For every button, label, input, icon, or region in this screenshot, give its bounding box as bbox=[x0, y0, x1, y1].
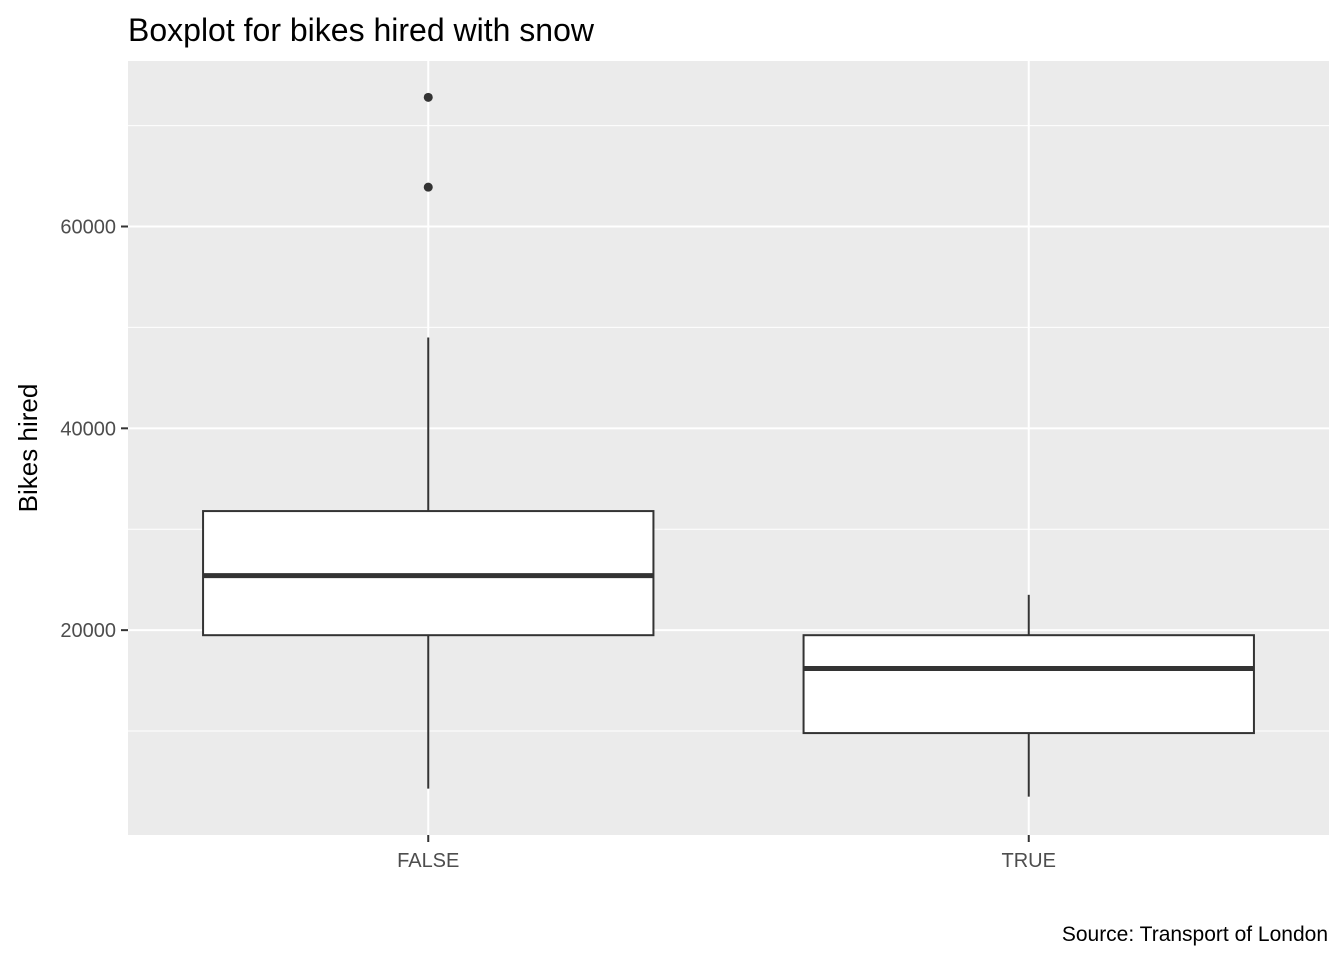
chart-title: Boxplot for bikes hired with snow bbox=[128, 12, 595, 48]
box-false bbox=[202, 92, 655, 789]
y-axis-label: Bikes hired bbox=[13, 384, 43, 513]
box-iqr bbox=[802, 634, 1255, 735]
outlier-point bbox=[423, 92, 433, 102]
chart-caption: Source: Transport of London bbox=[1062, 923, 1328, 946]
box-group bbox=[202, 92, 1255, 797]
y-tick-label: 60000 bbox=[60, 216, 116, 238]
x-tick-label: TRUE bbox=[1002, 850, 1056, 872]
outlier-point bbox=[423, 182, 433, 192]
y-tick-label: 40000 bbox=[60, 418, 116, 440]
box-iqr bbox=[202, 510, 655, 637]
y-axis: 20000 40000 60000 bbox=[60, 216, 128, 642]
x-tick-label: FALSE bbox=[397, 850, 459, 872]
y-tick-label: 20000 bbox=[60, 620, 116, 642]
x-axis: FALSE TRUE bbox=[397, 835, 1056, 872]
box-true bbox=[802, 594, 1255, 797]
